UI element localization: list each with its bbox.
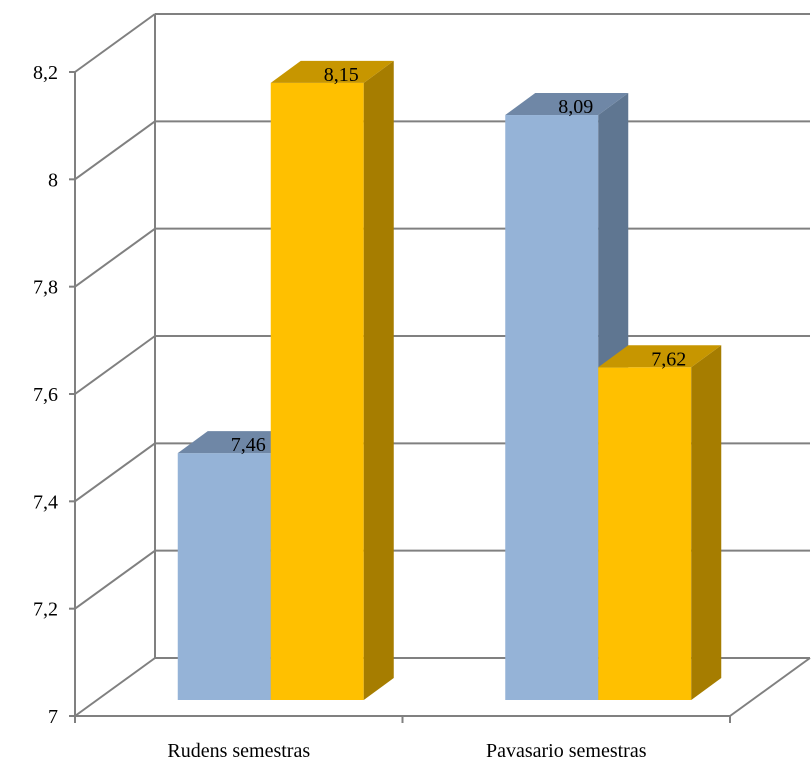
data-labels: 7,46 8,15 8,09 7,62 bbox=[231, 64, 687, 456]
x-category-label: Pavasario semestras bbox=[486, 740, 647, 762]
y-tick-label: 7,8 bbox=[33, 277, 58, 299]
x-category-label: Rudens semestras bbox=[167, 740, 310, 762]
y-tick-label: 7,6 bbox=[33, 384, 58, 406]
x-axis-categories: Rudens semestras Pavasario semestras bbox=[167, 740, 646, 762]
bar-top bbox=[177, 431, 301, 454]
bar-top bbox=[505, 93, 629, 116]
y-tick-label: 7,4 bbox=[33, 491, 58, 513]
gridline-side bbox=[74, 120, 156, 181]
bar-top bbox=[270, 60, 394, 83]
bar-front bbox=[598, 367, 692, 700]
data-label: 7,46 bbox=[231, 434, 266, 456]
gridline-side bbox=[74, 549, 156, 610]
y-tick-label: 7 bbox=[48, 706, 58, 728]
floor-right-edge bbox=[729, 657, 811, 717]
bar-front bbox=[270, 82, 364, 701]
bar-side bbox=[363, 60, 394, 701]
data-label: 7,62 bbox=[651, 348, 686, 370]
data-label: 8,09 bbox=[558, 96, 593, 118]
bar-front bbox=[177, 453, 271, 700]
y-axis-ticks: 7 7,2 7,4 7,6 7,8 8 8,2 bbox=[33, 62, 58, 728]
bar-top bbox=[598, 345, 722, 368]
gridline-side bbox=[74, 13, 156, 73]
gridline-side bbox=[74, 227, 156, 288]
y-tick-label: 8 bbox=[48, 169, 58, 191]
y-tick-label: 7,2 bbox=[33, 599, 58, 621]
y-tick-label: 8,2 bbox=[33, 62, 58, 84]
axes bbox=[69, 71, 731, 723]
data-label: 8,15 bbox=[324, 64, 359, 86]
bar-front bbox=[505, 115, 599, 701]
gridline-side bbox=[74, 335, 156, 395]
bar-side bbox=[691, 345, 722, 700]
gridline-side bbox=[74, 657, 156, 717]
bars bbox=[177, 60, 722, 701]
gridline-side bbox=[74, 442, 156, 503]
